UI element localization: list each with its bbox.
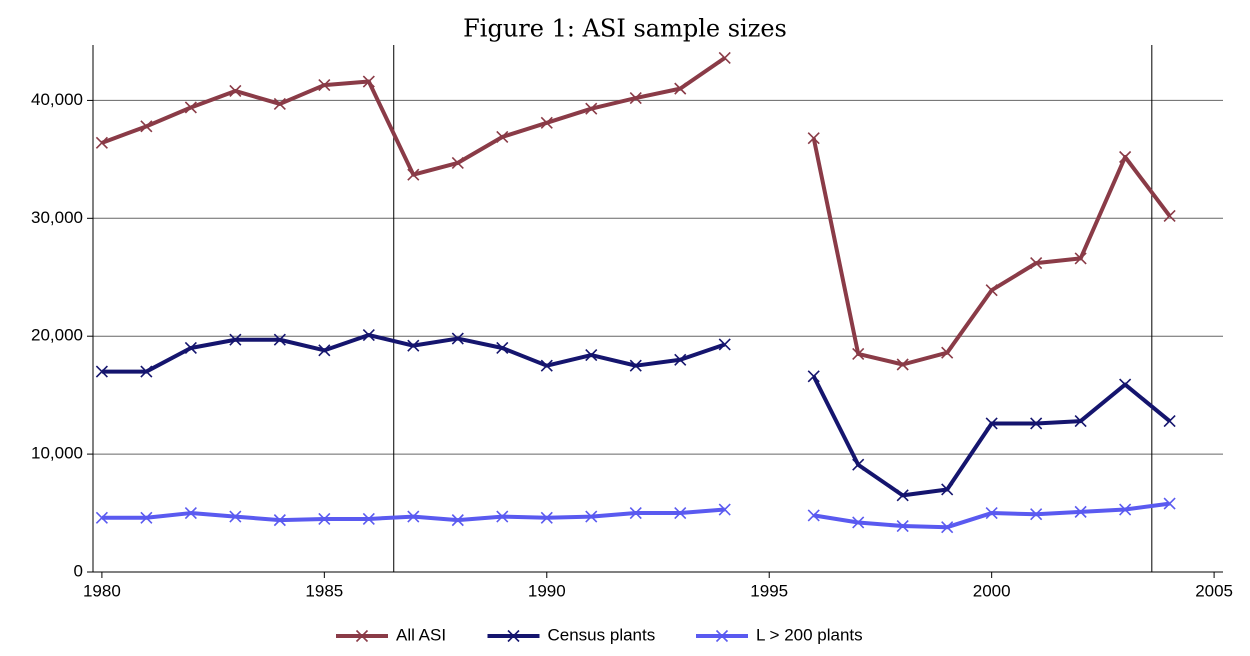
point-marker bbox=[273, 514, 286, 527]
point-marker bbox=[362, 75, 375, 88]
point-marker bbox=[229, 510, 242, 523]
point-marker bbox=[140, 120, 153, 133]
point-marker bbox=[807, 370, 820, 383]
point-marker bbox=[718, 503, 731, 516]
point-marker bbox=[140, 365, 153, 378]
y-tick-label: 40,000 bbox=[31, 90, 83, 109]
point-marker bbox=[184, 101, 197, 114]
x-tick-label: 2005 bbox=[1195, 581, 1233, 600]
point-marker bbox=[896, 489, 909, 502]
point-marker bbox=[674, 506, 687, 520]
chart-title: Figure 1: ASI sample sizes bbox=[463, 15, 787, 43]
point-marker bbox=[318, 344, 331, 357]
x-tick-label: 1985 bbox=[305, 581, 343, 600]
point-marker bbox=[184, 506, 197, 520]
point-marker bbox=[496, 510, 509, 523]
point-marker bbox=[629, 91, 642, 105]
point-marker bbox=[95, 365, 108, 378]
point-marker bbox=[674, 353, 687, 366]
point-marker bbox=[985, 506, 998, 520]
point-marker bbox=[1163, 415, 1176, 428]
point-marker bbox=[941, 483, 954, 496]
point-marker bbox=[318, 79, 331, 92]
point-marker bbox=[451, 514, 464, 527]
point-marker bbox=[1163, 497, 1176, 510]
point-marker bbox=[941, 521, 954, 534]
y-tick-label: 30,000 bbox=[31, 208, 83, 227]
point-marker bbox=[1074, 252, 1087, 265]
point-marker bbox=[985, 417, 998, 430]
x-tick-label: 1980 bbox=[83, 581, 121, 600]
point-marker bbox=[184, 341, 197, 355]
legend-marker bbox=[355, 629, 369, 643]
point-marker bbox=[362, 512, 375, 526]
point-marker bbox=[585, 510, 598, 523]
point-marker bbox=[1030, 508, 1043, 521]
point-marker bbox=[318, 512, 331, 526]
point-marker bbox=[362, 328, 375, 342]
point-marker bbox=[1119, 378, 1132, 391]
point-marker bbox=[941, 346, 954, 359]
point-marker bbox=[451, 332, 464, 345]
legend-label: L > 200 plants bbox=[756, 625, 863, 644]
point-marker bbox=[807, 509, 820, 522]
point-marker bbox=[896, 519, 909, 533]
point-marker bbox=[1030, 257, 1043, 270]
point-marker bbox=[1030, 417, 1043, 430]
point-marker bbox=[629, 359, 642, 372]
point-marker bbox=[407, 510, 420, 523]
point-marker bbox=[407, 168, 420, 181]
y-tick-label: 10,000 bbox=[31, 444, 83, 463]
point-marker bbox=[852, 347, 865, 360]
point-marker bbox=[540, 511, 553, 524]
point-marker bbox=[985, 284, 998, 297]
legend-label: Census plants bbox=[548, 625, 656, 644]
point-marker bbox=[95, 136, 108, 149]
point-marker bbox=[540, 359, 553, 372]
y-tick-label: 20,000 bbox=[31, 326, 83, 345]
x-tick-label: 1990 bbox=[528, 581, 566, 600]
point-marker bbox=[407, 339, 420, 352]
point-marker bbox=[140, 511, 153, 524]
point-marker bbox=[1119, 150, 1132, 164]
point-marker bbox=[674, 82, 687, 95]
point-marker bbox=[229, 84, 242, 98]
point-marker bbox=[540, 116, 553, 129]
point-marker bbox=[585, 102, 598, 115]
point-marker bbox=[1119, 503, 1132, 516]
x-tick-label: 2000 bbox=[973, 581, 1011, 600]
point-marker bbox=[1074, 415, 1087, 428]
point-marker bbox=[852, 516, 865, 529]
point-marker bbox=[1163, 209, 1176, 223]
point-marker bbox=[852, 458, 865, 471]
legend-marker bbox=[507, 629, 520, 643]
point-marker bbox=[496, 341, 509, 355]
point-marker bbox=[229, 333, 242, 346]
point-marker bbox=[273, 97, 286, 111]
x-tick-label: 1995 bbox=[750, 581, 788, 600]
point-marker bbox=[896, 358, 909, 371]
point-marker bbox=[273, 333, 286, 346]
legend-label: All ASI bbox=[396, 625, 446, 644]
point-marker bbox=[95, 511, 108, 524]
point-marker bbox=[451, 156, 464, 169]
point-marker bbox=[718, 51, 731, 65]
y-tick-label: 0 bbox=[74, 561, 83, 580]
point-marker bbox=[1074, 505, 1087, 518]
point-marker bbox=[496, 130, 509, 144]
legend-marker bbox=[715, 629, 729, 643]
point-marker bbox=[629, 506, 642, 520]
point-marker bbox=[807, 132, 820, 145]
point-marker bbox=[718, 338, 731, 351]
point-marker bbox=[585, 349, 598, 362]
